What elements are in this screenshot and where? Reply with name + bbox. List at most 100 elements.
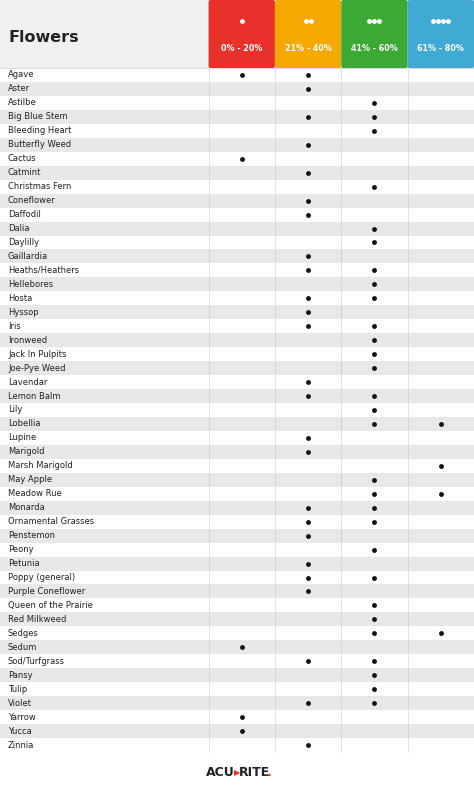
Text: Lupine: Lupine	[8, 434, 36, 442]
Text: 21% - 40%: 21% - 40%	[285, 44, 331, 52]
Text: Daffodil: Daffodil	[8, 210, 41, 219]
Bar	[0, 110, 474, 124]
Text: Flowers: Flowers	[8, 30, 79, 45]
FancyBboxPatch shape	[275, 0, 341, 68]
Text: Heaths/Heathers: Heaths/Heathers	[8, 266, 79, 275]
Text: Hellebores: Hellebores	[8, 279, 53, 289]
Bar	[0, 207, 474, 222]
Text: Purple Coneflower: Purple Coneflower	[8, 587, 85, 596]
Text: Yucca: Yucca	[8, 727, 32, 735]
Text: Jack In Pulpits: Jack In Pulpits	[8, 349, 66, 359]
Text: Penstemon: Penstemon	[8, 531, 55, 540]
Bar	[0, 529, 474, 542]
FancyBboxPatch shape	[408, 0, 474, 68]
FancyBboxPatch shape	[341, 0, 408, 68]
Bar	[0, 138, 474, 152]
Bar	[0, 682, 474, 696]
Text: Gaillardia: Gaillardia	[8, 252, 48, 261]
Text: Violet: Violet	[8, 699, 32, 707]
Bar	[0, 542, 474, 557]
Text: Poppy (general): Poppy (general)	[8, 573, 75, 582]
Text: Pansy: Pansy	[8, 671, 33, 680]
Bar	[0, 626, 474, 640]
Bar	[0, 179, 474, 194]
Bar	[0, 459, 474, 472]
Text: Joe-Pye Weed: Joe-Pye Weed	[8, 364, 65, 372]
Text: Hyssop: Hyssop	[8, 308, 38, 317]
Text: 41% - 60%: 41% - 60%	[351, 44, 398, 52]
Text: Coneflower: Coneflower	[8, 196, 56, 205]
Text: 61% - 80%: 61% - 80%	[418, 44, 464, 52]
Text: Catmint: Catmint	[8, 168, 41, 177]
Bar	[0, 738, 474, 752]
Text: Bleeding Heart: Bleeding Heart	[8, 126, 72, 135]
Bar	[0, 222, 474, 236]
Bar	[0, 319, 474, 333]
Text: Sod/Turfgrass: Sod/Turfgrass	[8, 657, 65, 665]
Text: Tulip: Tulip	[8, 684, 27, 694]
Text: Lily: Lily	[8, 406, 22, 414]
Text: Monarda: Monarda	[8, 503, 45, 512]
Text: Ornamental Grasses: Ornamental Grasses	[8, 517, 94, 526]
Bar	[0, 264, 474, 277]
Text: Iris: Iris	[8, 322, 21, 331]
Bar	[0, 96, 474, 110]
Bar	[0, 403, 474, 417]
Bar	[0, 277, 474, 291]
Bar	[0, 249, 474, 264]
Text: Daylilly: Daylilly	[8, 238, 39, 247]
Bar	[0, 389, 474, 403]
Text: Yarrow: Yarrow	[8, 712, 36, 722]
Text: Cactus: Cactus	[8, 154, 36, 164]
Text: Christmas Fern: Christmas Fern	[8, 182, 72, 191]
FancyBboxPatch shape	[209, 0, 275, 68]
Text: Ironweed: Ironweed	[8, 336, 47, 345]
Bar	[0, 612, 474, 626]
Text: RITE: RITE	[239, 766, 270, 780]
Bar	[0, 236, 474, 249]
Bar	[0, 557, 474, 571]
Text: Dalia: Dalia	[8, 224, 29, 233]
Text: ▶: ▶	[234, 769, 240, 777]
Bar	[0, 333, 474, 347]
Bar	[0, 124, 474, 138]
Bar	[0, 724, 474, 738]
Text: Sedges: Sedges	[8, 629, 39, 638]
Text: Lemon Balm: Lemon Balm	[8, 391, 61, 400]
Text: Red Milkweed: Red Milkweed	[8, 615, 66, 624]
Bar	[0, 584, 474, 599]
Text: Peony: Peony	[8, 545, 34, 554]
Bar	[0, 417, 474, 431]
Bar	[0, 375, 474, 389]
Text: Lobellia: Lobellia	[8, 419, 40, 429]
Text: Sedum: Sedum	[8, 643, 37, 652]
Text: .: .	[267, 766, 272, 780]
Bar	[0, 166, 474, 179]
Text: Astilbe: Astilbe	[8, 98, 37, 107]
Bar	[0, 445, 474, 459]
Bar	[0, 291, 474, 306]
Text: Butterfly Weed: Butterfly Weed	[8, 141, 71, 149]
Bar	[0, 654, 474, 669]
Bar	[0, 472, 474, 487]
Bar	[0, 599, 474, 612]
Text: Queen of the Prairie: Queen of the Prairie	[8, 601, 93, 610]
Text: Agave: Agave	[8, 71, 35, 79]
Bar	[0, 487, 474, 501]
Bar	[0, 752, 474, 794]
Bar	[0, 571, 474, 584]
Bar	[0, 306, 474, 319]
Bar	[0, 640, 474, 654]
Text: May Apple: May Apple	[8, 476, 52, 484]
Text: 0% - 20%: 0% - 20%	[221, 44, 263, 52]
Text: Big Blue Stem: Big Blue Stem	[8, 113, 68, 121]
Bar	[0, 0, 474, 68]
Bar	[0, 696, 474, 710]
Bar	[0, 347, 474, 361]
Bar	[0, 710, 474, 724]
Text: Petunia: Petunia	[8, 559, 40, 568]
Text: ACU: ACU	[206, 766, 235, 780]
Bar	[0, 361, 474, 375]
Text: Lavendar: Lavendar	[8, 378, 47, 387]
Bar	[0, 152, 474, 166]
